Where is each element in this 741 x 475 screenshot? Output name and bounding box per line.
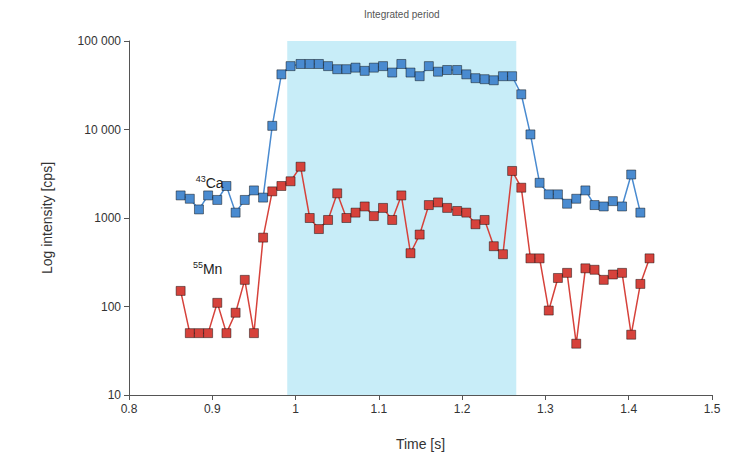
svg-text:Mn: Mn <box>203 261 222 277</box>
svg-text:1.1: 1.1 <box>371 402 388 416</box>
svg-text:Log intensity [cps]: Log intensity [cps] <box>39 162 55 274</box>
svg-text:10: 10 <box>108 388 122 402</box>
svg-text:1: 1 <box>292 402 299 416</box>
svg-text:1.2: 1.2 <box>454 402 471 416</box>
svg-text:100 000: 100 000 <box>78 34 122 48</box>
svg-text:0.8: 0.8 <box>121 402 138 416</box>
svg-text:10 000: 10 000 <box>84 123 121 137</box>
svg-text:1.3: 1.3 <box>537 402 554 416</box>
svg-text:Ca: Ca <box>206 175 224 191</box>
svg-text:1000: 1000 <box>94 211 121 225</box>
svg-text:100: 100 <box>101 300 121 314</box>
svg-text:43: 43 <box>196 174 206 184</box>
svg-text:55: 55 <box>193 260 203 270</box>
svg-text:0.9: 0.9 <box>204 402 221 416</box>
svg-text:Time [s]: Time [s] <box>396 436 445 452</box>
svg-text:1.4: 1.4 <box>620 402 637 416</box>
svg-text:Integrated period: Integrated period <box>364 9 440 20</box>
svg-text:1.5: 1.5 <box>704 402 721 416</box>
